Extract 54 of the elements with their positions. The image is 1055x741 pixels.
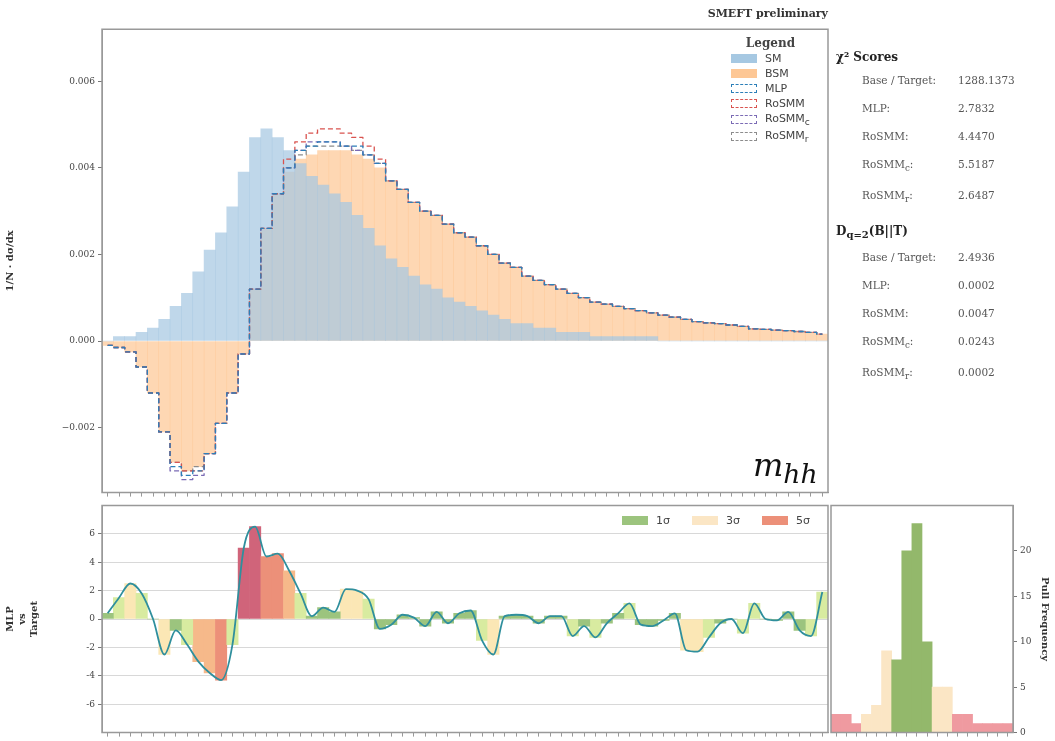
text: 4.4470 <box>958 130 995 142</box>
y-tick-label: 5 <box>1020 681 1026 692</box>
y-tick-label: -4 <box>86 670 96 681</box>
y-tick-label: 0.000 <box>69 335 96 346</box>
legend-label: RoSMM <box>765 97 805 111</box>
y-tick-label: 0.002 <box>69 248 95 259</box>
legend-label: RoSMM$_{r}$ <box>765 129 809 145</box>
text: 5.5187 <box>958 158 995 172</box>
legend-label: RoSMM$_{c}$ <box>765 112 810 128</box>
y-tick-label: 0 <box>1020 726 1026 737</box>
legend-title: Legend <box>744 36 797 51</box>
text: Base / Target: <box>862 74 937 86</box>
y-tick-label: 0 <box>89 613 96 624</box>
text: MLP: <box>862 278 891 291</box>
text: 2.7832 <box>958 102 995 114</box>
y-tick-label: 15 <box>1020 590 1032 601</box>
y-axis-title: 1/N · dσ/dx <box>3 229 15 292</box>
text: RoSMM$_{c}$: <box>862 158 915 174</box>
chart-title: SMEFT preliminary <box>707 7 829 21</box>
y-tick-label: 6 <box>89 528 96 539</box>
legend-label: BSM <box>765 67 789 81</box>
y-tick-label: 20 <box>1020 545 1032 556</box>
legend-label: 1σ <box>656 514 670 528</box>
y-tick-label: 10 <box>1020 636 1032 647</box>
y-tick-label: 4 <box>89 556 96 567</box>
text: RoSMM$_{c}$: <box>862 334 915 350</box>
y-tick-label: 2 <box>89 584 95 595</box>
y-tick-label: 0.004 <box>69 162 96 173</box>
legend-label: SM <box>765 52 782 66</box>
text: Base / Target: <box>862 250 937 263</box>
text: 0.0002 <box>958 278 995 291</box>
text: RoSMM$_{r}$: <box>862 365 914 381</box>
text: 2.6487 <box>958 189 995 204</box>
text: D$_{q=2}$(B||T) <box>836 224 909 241</box>
y-axis-title: MLP vs Target <box>3 600 39 638</box>
legend-label: 3σ <box>725 514 740 528</box>
y-tick-label: -2 <box>86 641 95 652</box>
y-tick-label: 0.006 <box>69 75 96 86</box>
text: 0.0047 <box>958 306 995 319</box>
text: RoSMM$_{r}$: <box>862 189 914 205</box>
text: 2.4936 <box>958 250 995 263</box>
text: MLP: <box>862 102 891 114</box>
legend-label: MLP <box>765 82 788 96</box>
text: 1288.1373 <box>958 74 1015 86</box>
legend-label: 5σ <box>795 514 810 528</box>
y-axis-title: Pull Frequency <box>1040 576 1052 663</box>
text: RoSMM: <box>862 130 910 142</box>
y-tick-label: -6 <box>86 698 96 709</box>
annotation: m$_{hh}$ <box>753 445 818 489</box>
text: 0.0243 <box>958 334 995 349</box>
y-tick-label: −0.002 <box>61 421 95 432</box>
text: 0.0002 <box>958 365 995 380</box>
text: χ² Scores <box>836 50 899 64</box>
text: RoSMM: <box>862 306 910 319</box>
